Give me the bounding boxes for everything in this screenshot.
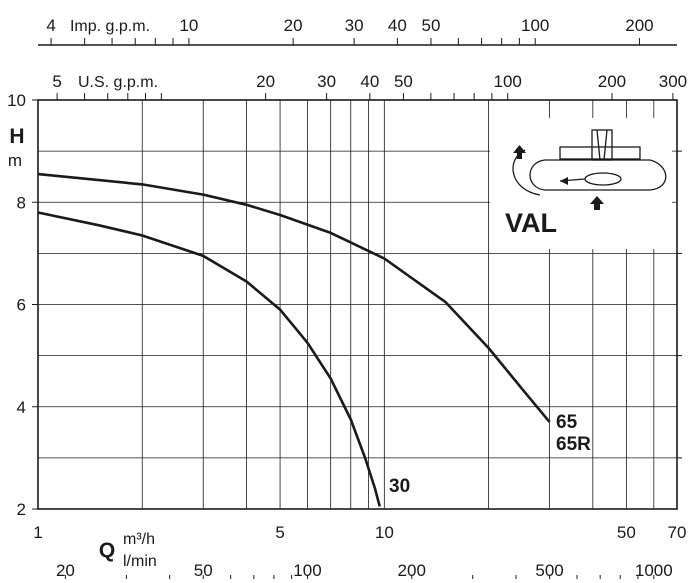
y-axis-symbol: H xyxy=(9,125,24,148)
arrow-up-icon xyxy=(513,145,526,159)
x-tick-label-m3h: 10 xyxy=(375,523,394,542)
y-tick-label: 6 xyxy=(17,296,26,315)
top-scale-tick-label: 5 xyxy=(52,72,61,91)
x-axis-symbol: Q xyxy=(99,539,115,562)
x-tick-label-lmin: 200 xyxy=(398,561,426,580)
top-scale-label: U.S. g.p.m. xyxy=(78,74,158,91)
top-scale-tick-label: 100 xyxy=(494,72,522,91)
y-tick-label: 8 xyxy=(17,193,26,212)
curve-65 xyxy=(37,172,551,423)
top-scale-tick-label: 30 xyxy=(317,72,336,91)
axis-ticks xyxy=(32,38,682,579)
top-scale-tick-label: 10 xyxy=(179,16,198,35)
top-scale-tick-label: 20 xyxy=(284,16,303,35)
y-tick-label: 2 xyxy=(17,500,26,519)
top-scale-tick-label: 4 xyxy=(46,16,55,35)
top-scale-tick-label: 200 xyxy=(625,16,653,35)
top-scale-tick-label: 300 xyxy=(659,72,687,91)
x-unit-lmin: l/min xyxy=(123,553,157,570)
x-tick-label-m3h: 70 xyxy=(668,523,687,542)
curve-label-65r: 65R xyxy=(556,434,591,455)
curves xyxy=(37,172,551,507)
x-tick-label-m3h: 5 xyxy=(275,523,284,542)
flow-arrow-icon xyxy=(560,177,568,185)
top-scale-tick-label: 20 xyxy=(256,72,275,91)
top-scale-tick-label: 50 xyxy=(394,72,413,91)
arrow-up-icon xyxy=(590,196,604,210)
pump-inset: VAL xyxy=(490,118,672,249)
y-tick-label: 4 xyxy=(17,398,26,417)
curve-label-65: 65 xyxy=(556,412,578,433)
x-tick-label-lmin: 20 xyxy=(56,561,75,580)
x-tick-label-lmin: 1000 xyxy=(635,561,673,580)
top-scale-tick-label: 100 xyxy=(521,16,549,35)
curve-30 xyxy=(37,211,381,507)
x-tick-label-lmin: 500 xyxy=(535,561,563,580)
top-scale-tick-label: 200 xyxy=(598,72,626,91)
y-axis-unit: m xyxy=(8,151,22,170)
axis-labels: 2 4 6 8 10 Hm 1 5 10 50 70 Q m³/h l/min 20 50 100 200 500 1… xyxy=(7,16,687,580)
inset-model-label: VAL xyxy=(505,208,557,238)
y-tick-label: 10 xyxy=(7,91,26,110)
x-tick-label-m3h: 50 xyxy=(617,523,636,542)
x-tick-label-lmin: 100 xyxy=(293,561,321,580)
top-scale-tick-label: 40 xyxy=(388,16,407,35)
x-unit-m3h: m³/h xyxy=(123,531,155,548)
x-tick-label-m3h: 1 xyxy=(33,523,42,542)
curve-label-30: 30 xyxy=(389,476,410,497)
top-scale-label: Imp. g.p.m. xyxy=(70,18,150,35)
x-tick-label-lmin: 50 xyxy=(194,561,213,580)
inset-box xyxy=(490,118,672,249)
top-scale-tick-label: 50 xyxy=(421,16,440,35)
top-scale-tick-label: 40 xyxy=(360,72,379,91)
top-scale-tick-label: 30 xyxy=(345,16,364,35)
